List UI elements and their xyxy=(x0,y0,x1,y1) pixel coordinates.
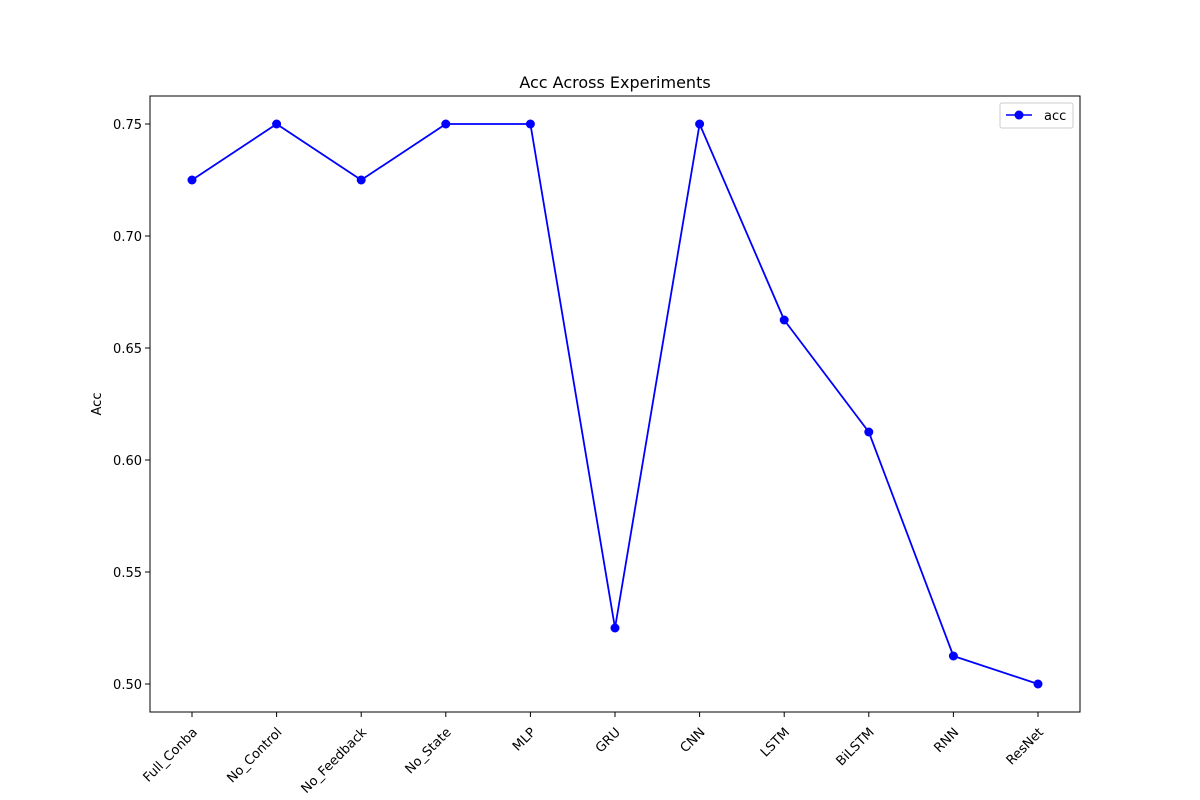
data-point xyxy=(356,175,366,185)
legend: acc xyxy=(999,102,1074,129)
legend-box xyxy=(999,102,1074,129)
data-point xyxy=(779,315,789,325)
chart-title: Acc Across Experiments xyxy=(519,73,710,92)
y-tick-label: 0.75 xyxy=(113,118,142,133)
data-point xyxy=(441,119,451,129)
y-tick-label: 0.65 xyxy=(113,342,142,357)
data-point xyxy=(610,623,620,633)
y-tick-label: 0.60 xyxy=(113,454,142,469)
legend-label: acc xyxy=(1044,109,1066,124)
legend-marker xyxy=(1014,110,1024,120)
y-tick-label: 0.50 xyxy=(113,678,142,693)
y-tick-label: 0.55 xyxy=(113,566,142,581)
data-point xyxy=(864,427,874,437)
data-point xyxy=(187,175,197,185)
data-point xyxy=(695,119,705,129)
data-point xyxy=(272,119,282,129)
data-point xyxy=(1033,679,1043,689)
y-axis-label: Acc xyxy=(90,393,105,416)
axes-frame xyxy=(149,95,1081,713)
data-point xyxy=(525,119,535,129)
data-point xyxy=(948,651,958,661)
y-tick-label: 0.70 xyxy=(113,230,142,245)
